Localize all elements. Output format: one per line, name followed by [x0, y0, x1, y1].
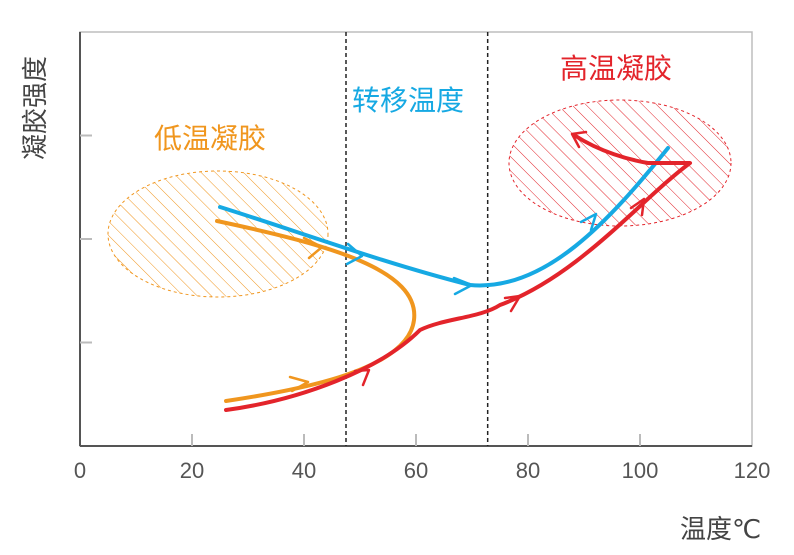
x-tick-label: 100 [622, 458, 659, 483]
blue-arrow-1 [345, 242, 364, 266]
x-axis-title: 温度℃ [680, 515, 761, 545]
x-tick-label: 80 [516, 458, 540, 483]
red-curve [224, 133, 692, 412]
low-temp-gel-region [107, 170, 329, 298]
high-temp-gel-region [508, 99, 732, 227]
low-temp-gel-label: 低温凝胶 [154, 122, 266, 155]
blue-arrow-3 [579, 212, 598, 232]
x-tick-label: 40 [292, 458, 316, 483]
x-tick-label: 20 [180, 458, 204, 483]
blue-arrow-2 [452, 276, 474, 296]
orange-arrow-upper [302, 236, 324, 260]
high-temp-gel-label: 高温凝胶 [560, 52, 672, 85]
x-tick-label: 60 [404, 458, 428, 483]
transition-temp-label: 转移温度 [352, 84, 464, 117]
red-arrow-3 [629, 197, 646, 217]
red-arrow-4 [570, 130, 588, 149]
x-ticks: 0 20 40 60 80 100 120 [74, 434, 770, 483]
x-tick-label: 0 [74, 458, 86, 483]
x-tick-label: 120 [734, 458, 771, 483]
red-arrow-2 [503, 294, 522, 313]
orange-arrow-lower [288, 375, 310, 393]
red-arrow-1 [353, 368, 371, 387]
orange-curve [215, 219, 417, 403]
y-axis-title: 凝胶强度 [21, 56, 51, 160]
y-ticks [80, 134, 92, 344]
